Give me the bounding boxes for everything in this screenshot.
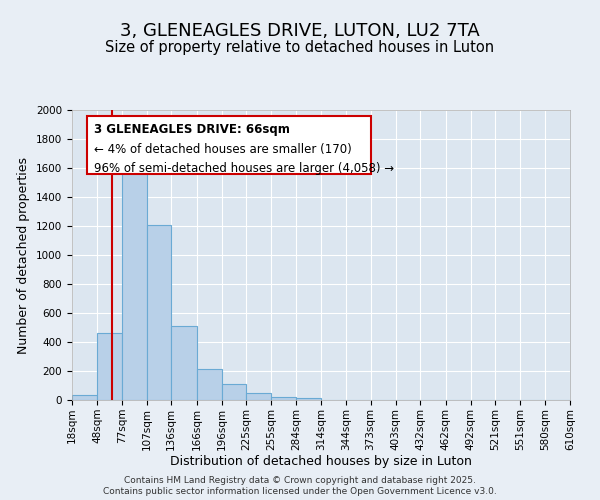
- Bar: [246, 394, 271, 400]
- Bar: [122, 165, 147, 400]
- Text: ← 4% of detached houses are smaller (170): ← 4% of detached houses are smaller (170…: [94, 143, 352, 156]
- Text: 3 GLENEAGLES DRIVE: 66sqm: 3 GLENEAGLES DRIVE: 66sqm: [94, 123, 290, 136]
- Text: 96% of semi-detached houses are larger (4,058) →: 96% of semi-detached houses are larger (…: [94, 162, 395, 175]
- Bar: [197, 369, 222, 400]
- Text: 3, GLENEAGLES DRIVE, LUTON, LU2 7TA: 3, GLENEAGLES DRIVE, LUTON, LU2 7TA: [120, 22, 480, 40]
- X-axis label: Distribution of detached houses by size in Luton: Distribution of detached houses by size …: [170, 456, 472, 468]
- Text: Size of property relative to detached houses in Luton: Size of property relative to detached ho…: [106, 40, 494, 55]
- Bar: [72, 395, 97, 400]
- Text: Contains public sector information licensed under the Open Government Licence v3: Contains public sector information licen…: [103, 488, 497, 496]
- Text: Contains HM Land Registry data © Crown copyright and database right 2025.: Contains HM Land Registry data © Crown c…: [124, 476, 476, 485]
- Bar: [296, 398, 321, 400]
- Bar: [171, 326, 197, 400]
- Bar: [271, 397, 296, 400]
- Bar: [222, 384, 246, 400]
- Bar: [97, 334, 122, 400]
- Bar: [87, 116, 371, 174]
- Bar: [147, 224, 171, 400]
- Y-axis label: Number of detached properties: Number of detached properties: [17, 156, 31, 354]
